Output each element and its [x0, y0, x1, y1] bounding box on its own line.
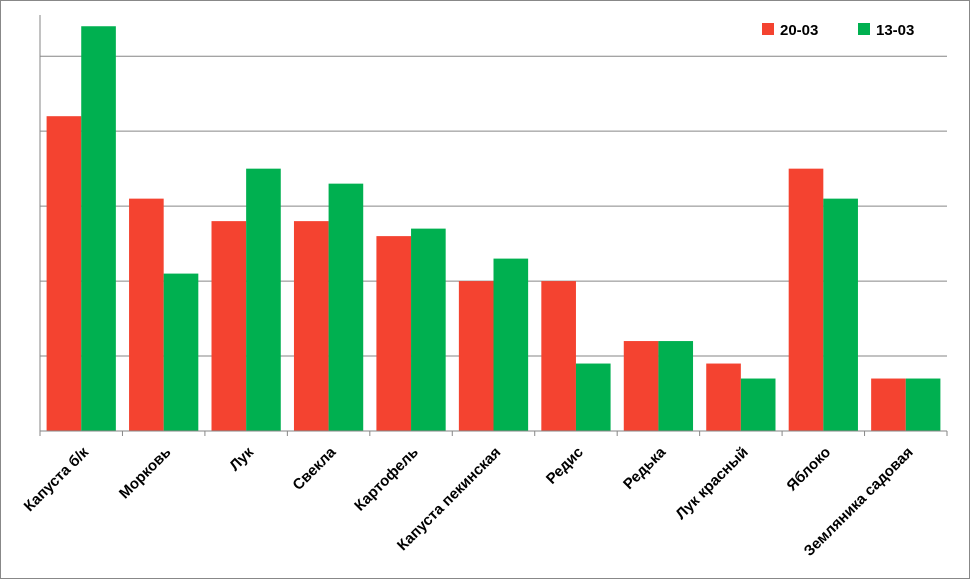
legend-swatch: [858, 23, 870, 35]
bar: [211, 221, 247, 431]
bar: [458, 281, 494, 431]
bar: [293, 221, 329, 431]
bar: [905, 378, 941, 431]
bar: [246, 168, 281, 431]
legend-label: 20-03: [780, 22, 818, 39]
bar: [871, 378, 906, 431]
bar: [706, 363, 741, 431]
bar: [376, 236, 412, 431]
bar: [129, 198, 164, 431]
legend: 20-03 13-03: [762, 22, 914, 39]
legend-label: 13-03: [876, 22, 914, 39]
bar: [575, 363, 611, 431]
bar: [658, 341, 694, 431]
bar: [823, 198, 858, 431]
bar: [81, 26, 116, 431]
bar: [411, 228, 446, 431]
bar: [541, 281, 576, 431]
bar: [740, 378, 776, 431]
bar: [788, 168, 824, 431]
bar: [46, 116, 82, 432]
bar: [493, 258, 529, 431]
bar: [328, 183, 364, 431]
bar: [623, 341, 659, 431]
bar: [163, 273, 199, 431]
legend-swatch: [762, 23, 774, 35]
